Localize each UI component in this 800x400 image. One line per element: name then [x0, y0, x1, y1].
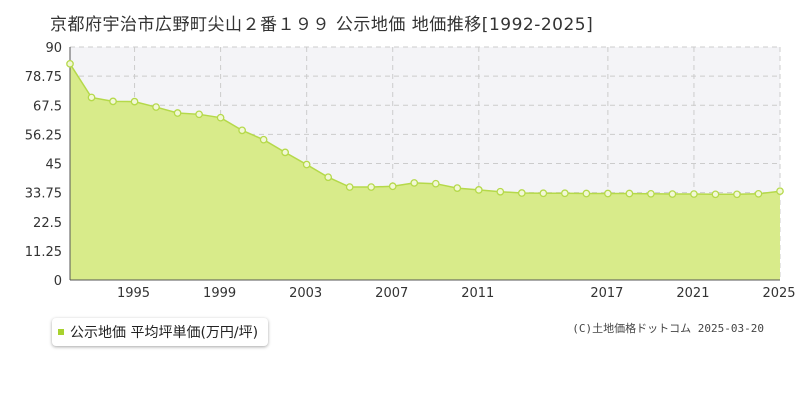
y-tick-label: 11.25	[25, 245, 62, 260]
data-point	[733, 190, 741, 199]
y-tick-label: 56.25	[25, 128, 62, 143]
legend-swatch	[58, 329, 64, 335]
data-point	[604, 189, 612, 198]
data-point	[345, 183, 354, 191]
data-point	[711, 190, 720, 199]
data-point	[324, 173, 333, 182]
legend-label: 公示地価 平均坪単価(万円/坪)	[70, 325, 259, 341]
series-line	[69, 63, 781, 196]
data-point	[173, 109, 182, 117]
data-point	[388, 182, 397, 191]
copyright-text: (C)土地価格ドットコム 2025-03-20	[572, 322, 764, 335]
data-point	[453, 184, 462, 192]
data-point	[431, 179, 440, 188]
data-point	[539, 189, 548, 198]
y-tick-label: 0	[54, 274, 62, 289]
data-point	[496, 187, 505, 196]
data-point	[410, 179, 419, 187]
y-tick-label: 22.5	[33, 216, 62, 231]
x-tick-label: 2021	[676, 286, 709, 301]
data-point	[238, 126, 246, 135]
data-point	[87, 93, 96, 102]
x-tick-label: 2007	[375, 286, 408, 301]
y-tick-label: 90	[45, 41, 62, 56]
x-tick-label: 1999	[203, 286, 236, 301]
data-point	[754, 189, 763, 198]
legend[interactable]: 公示地価 平均坪単価(万円/坪)	[52, 318, 269, 346]
x-tick-label: 2025	[762, 286, 795, 301]
x-tick-label: 2011	[461, 286, 494, 301]
data-point	[109, 97, 117, 106]
data-point	[66, 59, 74, 68]
data-point	[668, 190, 677, 198]
data-point	[647, 189, 655, 198]
data-point	[195, 110, 203, 119]
data-point	[259, 135, 268, 144]
data-point	[302, 160, 311, 169]
x-tick-label: 1995	[117, 286, 150, 301]
data-point	[474, 186, 483, 194]
data-point	[152, 103, 160, 111]
y-tick-label: 45	[45, 158, 62, 173]
data-point	[776, 187, 784, 196]
x-tick-label: 2003	[289, 286, 322, 301]
series-area	[70, 63, 780, 281]
data-point	[582, 189, 591, 198]
data-point	[367, 183, 376, 191]
chart-title: 京都府宇治市広野町尖山２番１９９ 公示地価 地価推移[1992-2025]	[50, 15, 594, 35]
x-tick-label: 2017	[590, 286, 623, 301]
data-point	[560, 189, 569, 198]
data-point	[281, 148, 290, 157]
data-point	[130, 97, 139, 106]
data-point	[625, 189, 634, 198]
y-tick-label: 33.75	[25, 187, 62, 202]
data-point	[216, 113, 225, 122]
data-point	[517, 189, 526, 197]
y-tick-label: 67.5	[33, 99, 62, 114]
data-point	[690, 190, 698, 198]
y-tick-label: 78.75	[25, 70, 62, 85]
